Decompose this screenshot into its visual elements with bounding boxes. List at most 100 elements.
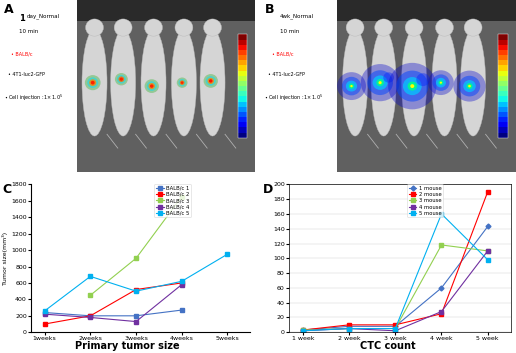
- Circle shape: [207, 78, 214, 84]
- Text: 4wk_Normal: 4wk_Normal: [280, 14, 314, 19]
- BALB/c 1: [179, 308, 185, 312]
- BALB/c 2: [179, 281, 185, 285]
- Bar: [498, 107, 508, 112]
- Circle shape: [428, 70, 454, 95]
- BALB/c 5: [224, 252, 231, 256]
- Circle shape: [119, 76, 124, 82]
- Circle shape: [181, 81, 184, 84]
- Bar: [498, 112, 508, 117]
- 4 mouse: [300, 329, 306, 333]
- Bar: [498, 35, 508, 138]
- Bar: [237, 65, 247, 71]
- Ellipse shape: [343, 29, 367, 136]
- Bar: [498, 86, 508, 91]
- Y-axis label: Tumor size(mm³): Tumor size(mm³): [3, 232, 8, 285]
- 3 mouse: [439, 243, 445, 247]
- Bar: [498, 45, 508, 50]
- Circle shape: [149, 83, 155, 89]
- BALB/c 3: [179, 195, 185, 199]
- Bar: [498, 71, 508, 76]
- Line: BALB/c 1: BALB/c 1: [43, 308, 184, 318]
- 2 mouse: [485, 190, 491, 194]
- BALB/c 5: [133, 289, 139, 293]
- BALB/c 4: [133, 319, 139, 324]
- Bar: [237, 133, 247, 138]
- Bar: [77, 0, 255, 21]
- Circle shape: [91, 81, 95, 85]
- Circle shape: [147, 81, 157, 91]
- Ellipse shape: [144, 19, 163, 36]
- Circle shape: [209, 79, 213, 83]
- BALB/c 4: [87, 315, 93, 319]
- 1 mouse: [439, 286, 445, 290]
- Circle shape: [454, 71, 486, 102]
- 5 mouse: [392, 327, 398, 331]
- Bar: [237, 45, 247, 50]
- Text: Primary tumor size: Primary tumor size: [75, 341, 180, 351]
- Text: • BALB/c: • BALB/c: [11, 52, 33, 57]
- Line: 1 mouse: 1 mouse: [301, 225, 490, 332]
- Ellipse shape: [171, 29, 197, 136]
- Line: 5 mouse: 5 mouse: [301, 212, 490, 333]
- Circle shape: [144, 79, 159, 93]
- 1 mouse: [392, 324, 398, 328]
- BALB/c 1: [133, 314, 139, 318]
- Bar: [498, 81, 508, 86]
- 2 mouse: [346, 323, 352, 327]
- BALB/c 1: [42, 310, 48, 315]
- Bar: [237, 40, 247, 45]
- 5 mouse: [300, 329, 306, 333]
- Circle shape: [383, 72, 394, 83]
- Bar: [237, 86, 247, 91]
- Circle shape: [177, 78, 187, 88]
- BALB/c 4: [42, 312, 48, 316]
- Circle shape: [204, 74, 218, 88]
- 3 mouse: [346, 327, 352, 331]
- BALB/c 5: [87, 274, 93, 279]
- Ellipse shape: [401, 29, 427, 136]
- Circle shape: [373, 76, 388, 90]
- Ellipse shape: [371, 29, 396, 136]
- Bar: [498, 91, 508, 96]
- Ellipse shape: [114, 19, 132, 36]
- Circle shape: [466, 83, 473, 89]
- 3 mouse: [392, 327, 398, 331]
- BALB/c 3: [133, 256, 139, 261]
- 2 mouse: [392, 323, 398, 327]
- Text: day_Normal: day_Normal: [27, 14, 60, 19]
- Bar: [337, 0, 516, 21]
- Bar: [237, 55, 247, 60]
- Bar: [237, 96, 247, 102]
- Bar: [498, 96, 508, 102]
- Circle shape: [89, 79, 96, 86]
- Line: BALB/c 4: BALB/c 4: [43, 283, 184, 323]
- Bar: [237, 107, 247, 112]
- BALB/c 2: [87, 314, 93, 318]
- Bar: [498, 65, 508, 71]
- 1 mouse: [300, 328, 306, 332]
- Circle shape: [342, 77, 361, 95]
- Line: 4 mouse: 4 mouse: [301, 249, 490, 333]
- Line: BALB/c 2: BALB/c 2: [43, 281, 184, 326]
- Bar: [498, 50, 508, 55]
- Legend: 1 mouse, 2 mouse, 3 mouse, 4 mouse, 5 mouse: 1 mouse, 2 mouse, 3 mouse, 4 mouse, 5 mo…: [407, 184, 443, 217]
- Text: • BALB/c: • BALB/c: [272, 52, 294, 57]
- Circle shape: [410, 84, 414, 88]
- Text: • 4T1-luc2-GFP: • 4T1-luc2-GFP: [268, 72, 305, 77]
- Circle shape: [439, 80, 443, 85]
- Circle shape: [350, 85, 353, 87]
- Text: A: A: [4, 4, 13, 17]
- 4 mouse: [439, 310, 445, 314]
- Bar: [237, 76, 247, 81]
- Circle shape: [388, 63, 437, 109]
- Circle shape: [361, 64, 399, 101]
- Text: • 4T1-luc2-GFP: • 4T1-luc2-GFP: [8, 72, 44, 77]
- Bar: [237, 117, 247, 122]
- 2 mouse: [300, 328, 306, 332]
- Circle shape: [379, 81, 382, 84]
- Circle shape: [459, 76, 480, 96]
- 1 mouse: [485, 225, 491, 229]
- BALB/c 4: [179, 282, 185, 287]
- Text: • Cell injection :1× 1.0$^5$: • Cell injection :1× 1.0$^5$: [4, 93, 63, 103]
- BALB/c 5: [179, 279, 185, 283]
